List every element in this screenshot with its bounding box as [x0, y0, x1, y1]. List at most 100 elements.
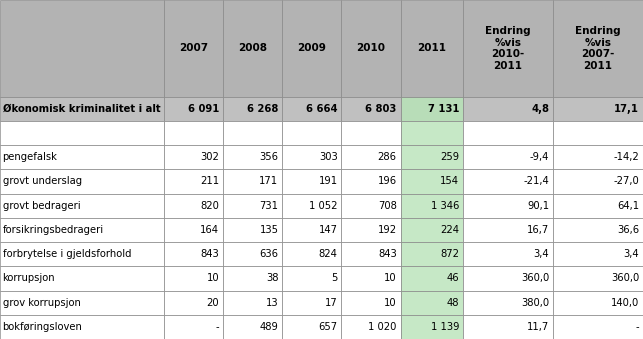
- Text: 824: 824: [319, 249, 338, 259]
- Text: 731: 731: [259, 201, 278, 211]
- Text: 303: 303: [319, 152, 338, 162]
- Text: 48: 48: [447, 298, 459, 307]
- Bar: [463, 121, 553, 145]
- Text: 6 664: 6 664: [306, 104, 338, 114]
- Bar: [341, 145, 401, 169]
- Text: 1 346: 1 346: [431, 201, 459, 211]
- Text: 2009: 2009: [298, 43, 326, 53]
- Bar: [553, 97, 643, 121]
- Bar: [553, 218, 643, 242]
- Bar: [164, 194, 223, 218]
- Bar: [341, 291, 401, 315]
- Text: 489: 489: [260, 322, 278, 332]
- Bar: [223, 97, 282, 121]
- Text: 360,0: 360,0: [611, 274, 639, 283]
- Bar: [223, 218, 282, 242]
- Text: 286: 286: [377, 152, 397, 162]
- Text: 17,1: 17,1: [614, 104, 639, 114]
- Text: 636: 636: [259, 249, 278, 259]
- Text: 2007: 2007: [179, 43, 208, 53]
- Bar: [463, 0, 553, 97]
- Text: -: -: [635, 322, 639, 332]
- Bar: [223, 266, 282, 291]
- Text: 2011: 2011: [417, 43, 446, 53]
- Bar: [164, 145, 223, 169]
- Bar: [223, 145, 282, 169]
- Bar: [282, 242, 341, 266]
- Bar: [282, 266, 341, 291]
- Bar: [463, 145, 553, 169]
- Bar: [282, 97, 341, 121]
- Text: 6 268: 6 268: [247, 104, 278, 114]
- Bar: [282, 145, 341, 169]
- Text: -14,2: -14,2: [613, 152, 639, 162]
- Bar: [553, 169, 643, 194]
- Text: 3,4: 3,4: [624, 249, 639, 259]
- Bar: [401, 145, 463, 169]
- Text: pengefalsk: pengefalsk: [3, 152, 57, 162]
- Text: Økonomisk kriminalitet i alt: Økonomisk kriminalitet i alt: [3, 104, 160, 114]
- Bar: [463, 97, 553, 121]
- Text: 211: 211: [200, 177, 219, 186]
- Text: 10: 10: [384, 274, 397, 283]
- Bar: [223, 0, 282, 97]
- Text: 6 803: 6 803: [365, 104, 397, 114]
- Bar: [401, 218, 463, 242]
- Text: Endring
%vis
2007-
2011: Endring %vis 2007- 2011: [575, 26, 620, 71]
- Bar: [341, 242, 401, 266]
- Text: 36,6: 36,6: [617, 225, 639, 235]
- Bar: [341, 194, 401, 218]
- Text: 843: 843: [201, 249, 219, 259]
- Text: grov korrupsjon: grov korrupsjon: [3, 298, 80, 307]
- Text: 302: 302: [201, 152, 219, 162]
- Text: -21,4: -21,4: [523, 177, 549, 186]
- Bar: [0, 0, 164, 97]
- Bar: [223, 121, 282, 145]
- Bar: [341, 121, 401, 145]
- Text: 171: 171: [259, 177, 278, 186]
- Bar: [282, 121, 341, 145]
- Text: 140,0: 140,0: [611, 298, 639, 307]
- Text: 16,7: 16,7: [527, 225, 549, 235]
- Text: grovt bedrageri: grovt bedrageri: [3, 201, 80, 211]
- Text: 5: 5: [331, 274, 338, 283]
- Text: 20: 20: [206, 298, 219, 307]
- Text: 4,8: 4,8: [531, 104, 549, 114]
- Bar: [341, 0, 401, 97]
- Bar: [164, 315, 223, 339]
- Bar: [553, 242, 643, 266]
- Bar: [164, 169, 223, 194]
- Text: 147: 147: [318, 225, 338, 235]
- Text: forsikringsbedrageri: forsikringsbedrageri: [3, 225, 104, 235]
- Bar: [0, 291, 164, 315]
- Bar: [164, 0, 223, 97]
- Text: 2008: 2008: [238, 43, 267, 53]
- Text: 135: 135: [259, 225, 278, 235]
- Bar: [401, 169, 463, 194]
- Text: 259: 259: [440, 152, 459, 162]
- Bar: [164, 242, 223, 266]
- Text: korrupsjon: korrupsjon: [3, 274, 55, 283]
- Text: 7 131: 7 131: [428, 104, 459, 114]
- Text: -9,4: -9,4: [530, 152, 549, 162]
- Bar: [341, 97, 401, 121]
- Bar: [341, 266, 401, 291]
- Bar: [0, 145, 164, 169]
- Bar: [401, 121, 463, 145]
- Bar: [401, 0, 463, 97]
- Bar: [282, 0, 341, 97]
- Text: 38: 38: [266, 274, 278, 283]
- Text: 2010: 2010: [356, 43, 386, 53]
- Bar: [463, 169, 553, 194]
- Text: 17: 17: [325, 298, 338, 307]
- Bar: [223, 291, 282, 315]
- Bar: [164, 97, 223, 121]
- Text: 843: 843: [378, 249, 397, 259]
- Bar: [223, 169, 282, 194]
- Text: 6 091: 6 091: [188, 104, 219, 114]
- Text: 1 020: 1 020: [368, 322, 397, 332]
- Bar: [0, 266, 164, 291]
- Bar: [164, 218, 223, 242]
- Bar: [401, 97, 463, 121]
- Bar: [553, 194, 643, 218]
